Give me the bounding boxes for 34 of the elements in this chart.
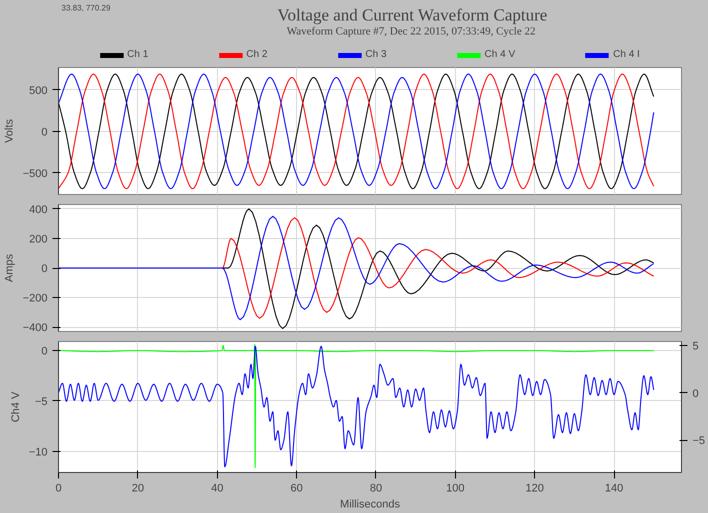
- y-tick-label: −10: [28, 446, 48, 458]
- chart-subtitle: Waveform Capture #7, Dec 22 2015, 07:33:49, Cycle 22: [286, 26, 536, 38]
- y-tick-label: 200: [29, 233, 48, 246]
- x-axis-title: Milliseconds: [340, 498, 400, 510]
- text: 33.83, 770.29: [62, 4, 111, 12]
- x-tick-label: 140: [604, 482, 624, 494]
- x-tick-label: 0: [55, 482, 62, 494]
- y2-tick-label: 5: [692, 340, 699, 352]
- y-tick-label: −400: [22, 322, 48, 334]
- x-tick-label: 80: [370, 482, 382, 494]
- y-tick-label: 0: [41, 126, 48, 138]
- y-tick-label: 0: [41, 263, 48, 275]
- y2-tick-label: −5: [692, 435, 706, 448]
- x-tick-label: 120: [526, 482, 544, 494]
- legend-label: Ch 4 V: [484, 49, 516, 60]
- y-axis-title: Ch4 V: [10, 391, 22, 422]
- legend-label: Ch 3: [365, 49, 387, 60]
- x-tick-label: 60: [290, 482, 303, 494]
- x-tick-label: 20: [132, 482, 144, 494]
- y-axis-title: Volts: [4, 118, 16, 143]
- y-axis-title: Amps: [4, 253, 16, 282]
- legend-label: Ch 4 I: [613, 49, 640, 60]
- legend-label: Ch 2: [246, 49, 268, 60]
- y2-tick-label: 0: [692, 388, 699, 400]
- x-tick-label: 100: [446, 482, 464, 494]
- x-tick-label: 40: [211, 482, 224, 494]
- y-tick-label: 400: [29, 204, 48, 216]
- y-tick-label: 500: [29, 84, 48, 97]
- y-tick-label: −500: [22, 168, 48, 180]
- legend-label: Ch 1: [127, 49, 148, 60]
- y-tick-label: −5: [34, 396, 48, 408]
- chart-title: Voltage and Current Waveform Capture: [277, 6, 548, 24]
- y-tick-label: 0: [41, 346, 48, 358]
- y-tick-label: −200: [22, 292, 48, 305]
